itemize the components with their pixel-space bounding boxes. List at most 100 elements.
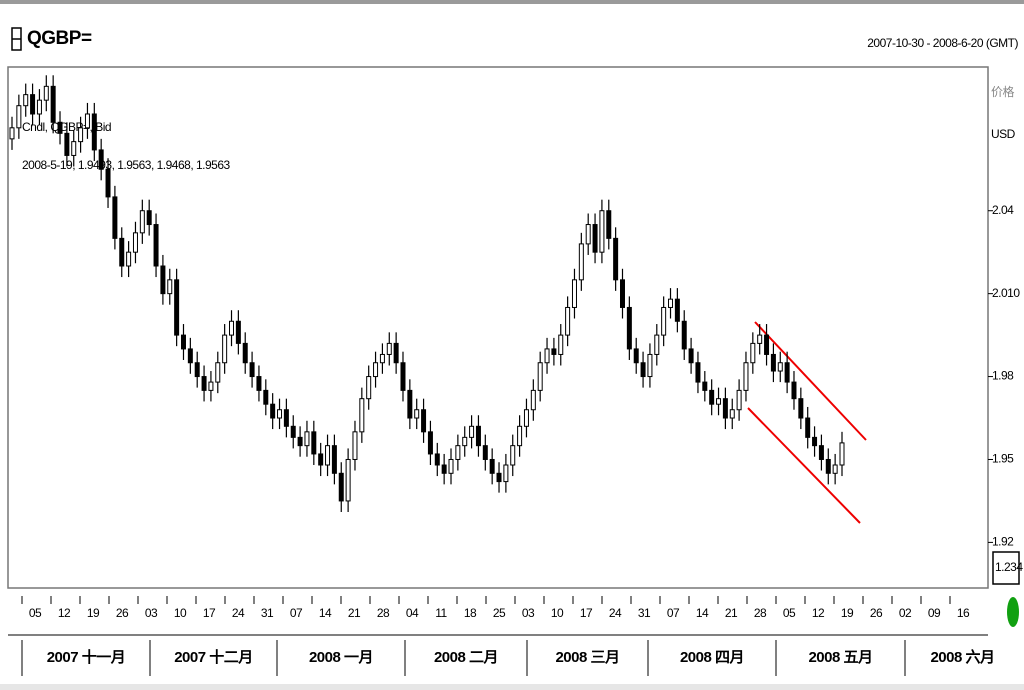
x-tick-label: 07 (290, 606, 303, 620)
candle-body (290, 425, 296, 438)
candle-body (523, 409, 529, 427)
candle-body (551, 348, 557, 355)
month-label: 2008 五月 (808, 649, 872, 666)
candle-body (421, 409, 427, 433)
candle-body (119, 237, 125, 267)
candle-body (565, 306, 571, 336)
candle-body (229, 320, 235, 336)
candle-body (91, 113, 97, 151)
candle-body (64, 132, 70, 156)
candle-body (277, 409, 283, 419)
candle-body (331, 445, 337, 474)
x-tick-label: 10 (174, 606, 187, 620)
x-tick-label: 19 (841, 606, 854, 620)
candle-body (496, 472, 502, 483)
x-tick-label: 12 (58, 606, 71, 620)
candle-body (325, 445, 331, 466)
candle-body (750, 342, 756, 364)
month-label: 2008 四月 (680, 649, 744, 666)
month-label: 2007 十一月 (47, 648, 126, 666)
candle-body (379, 353, 385, 364)
x-tick-label: 03 (145, 606, 158, 620)
candle-body (215, 362, 221, 383)
candle-body (640, 362, 646, 378)
candle-body (709, 389, 715, 405)
x-tick-label: 05 (29, 606, 42, 620)
top-border (0, 0, 1024, 4)
x-tick-label: 16 (957, 606, 970, 620)
candle-body (43, 85, 49, 101)
candle-body (36, 99, 42, 115)
candle-body (407, 389, 413, 419)
candle-body (537, 362, 543, 391)
candle-body (16, 105, 22, 129)
candle-body (674, 298, 680, 322)
x-tick-label: 28 (754, 606, 767, 620)
candle-body (757, 334, 763, 344)
candle-body (132, 232, 138, 253)
candle-body (606, 210, 612, 239)
y-tick-label: 2.04 (992, 203, 1014, 217)
candle-body (475, 425, 481, 447)
date-range: 2007-10-30 - 2008-6-20 (GMT) (867, 36, 1018, 50)
scale-box[interactable] (992, 551, 1020, 585)
candle-body (304, 431, 310, 447)
x-tick-label: 21 (725, 606, 738, 620)
candle-body (784, 362, 790, 383)
candle-body (578, 243, 584, 281)
y-tick-label: 1.92 (992, 535, 1014, 549)
candle-body (791, 381, 797, 400)
candle-body (729, 409, 735, 419)
trend-channel-lower (747, 407, 861, 524)
candle-body (647, 353, 653, 378)
candle-body (208, 381, 214, 391)
candle-body (702, 381, 708, 391)
candle-body (386, 342, 392, 355)
candle-body (256, 376, 262, 391)
candle-body (167, 279, 173, 295)
candle-body (613, 237, 619, 281)
candle-body (448, 458, 454, 474)
x-tick-label: 03 (522, 606, 535, 620)
candle-body (84, 113, 90, 129)
y-tick-label: 1.95 (992, 452, 1014, 466)
x-tick-label: 19 (87, 606, 100, 620)
candle-body (812, 436, 818, 447)
candle-body (160, 265, 166, 295)
candle-body (201, 376, 207, 391)
candle-body (482, 445, 488, 460)
candle-body (832, 464, 838, 474)
y-axis-unit: USD (991, 127, 1016, 141)
candle-body (469, 425, 475, 438)
x-tick-label: 02 (899, 606, 912, 620)
candle-body (434, 453, 440, 466)
candle-body (805, 417, 811, 438)
candle-body (818, 445, 824, 460)
x-tick-label: 28 (377, 606, 390, 620)
candle-body (78, 127, 84, 143)
candle-body (503, 464, 509, 483)
scale-box-label: 1.234 (995, 560, 1023, 574)
candle-body (654, 334, 660, 355)
y-tick-label: 1.98 (992, 369, 1014, 383)
y-axis-label: 价格 (991, 84, 1015, 99)
month-label: 2007 十二月 (174, 648, 253, 666)
month-label: 2008 三月 (555, 649, 619, 666)
candle-body (599, 210, 605, 253)
candle-body (393, 342, 399, 364)
candle-body (716, 398, 722, 405)
candle-body (222, 334, 228, 364)
candle-body (194, 362, 200, 378)
candle-body (544, 348, 550, 364)
candle-body (743, 362, 749, 391)
candle-body (98, 149, 104, 170)
candle-body (400, 362, 406, 391)
candle-body (633, 348, 639, 364)
bottom-border (0, 684, 1024, 690)
candle-body (558, 334, 564, 355)
candle-body (71, 141, 77, 156)
candle-body (153, 224, 159, 267)
x-tick-label: 14 (696, 606, 709, 620)
candle-body (722, 398, 728, 419)
